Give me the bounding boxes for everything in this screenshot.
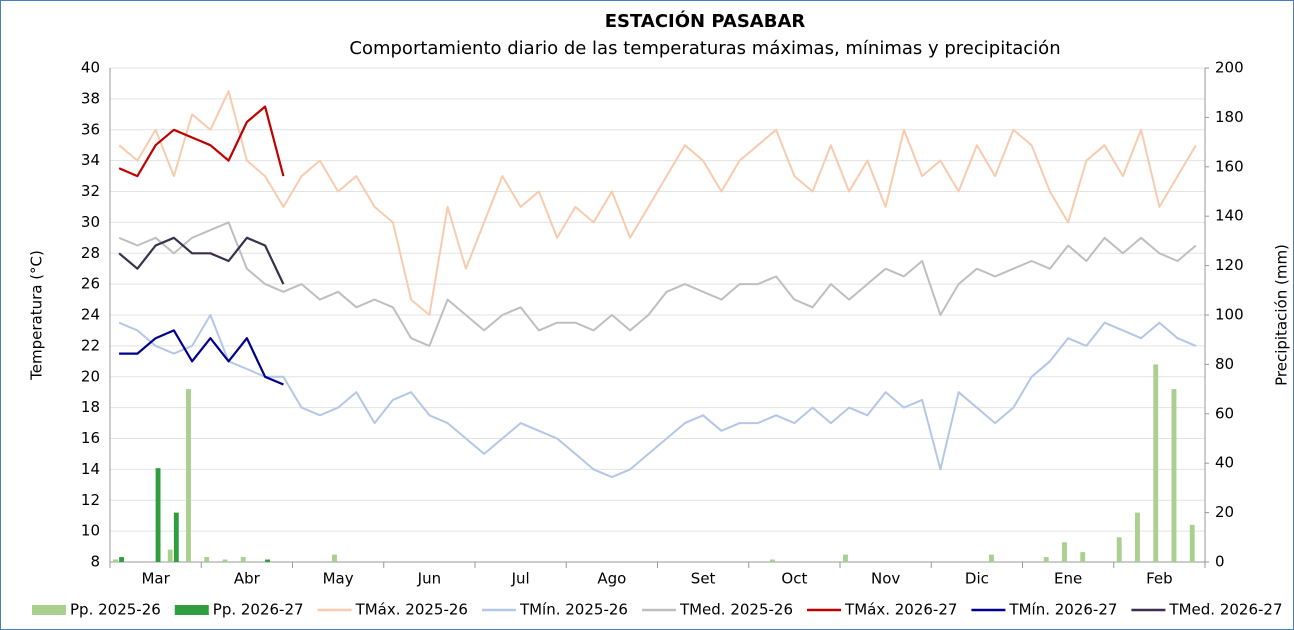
x-tick-label: Dic	[965, 570, 989, 588]
precip-bar	[843, 554, 848, 562]
temp-line	[119, 329, 284, 386]
precip-bar	[1189, 524, 1195, 562]
y-tick-label: 24	[81, 306, 100, 324]
precip-bar	[989, 554, 994, 562]
y-tick-label: 38	[81, 89, 100, 107]
legend-label: TMín. 2025-26	[519, 601, 628, 619]
y-tick-label: 8	[90, 553, 100, 571]
legend-label: TMáx. 2025-26	[355, 601, 468, 619]
y2-tick-label: 40	[1215, 454, 1234, 472]
precip-bar	[1135, 512, 1140, 562]
y2-tick-label: 60	[1215, 404, 1234, 422]
x-tick-label: Set	[691, 570, 716, 588]
x-tick-label: Jul	[511, 570, 530, 588]
legend-label: Pp. 2025-26	[70, 601, 161, 619]
precip-bar	[1080, 552, 1086, 562]
temp-line	[118, 314, 1197, 479]
chart-title: ESTACIÓN PASABAR	[605, 10, 806, 32]
y-tick-label: 16	[81, 429, 100, 447]
x-tick-label: Oct	[781, 570, 807, 588]
y2-tick-label: 0	[1215, 553, 1225, 571]
precip-bar	[204, 557, 210, 562]
y-tick-label: 30	[81, 213, 100, 231]
precip-bar	[770, 559, 775, 562]
y-tick-label: 40	[81, 59, 100, 77]
y-tick-label: 36	[81, 120, 100, 138]
precip-bar	[222, 559, 228, 562]
legend-label: Pp. 2026-27	[213, 601, 304, 619]
chart-subtitle: Comportamiento diario de las temperatura…	[349, 38, 1060, 59]
y2-tick-label: 120	[1215, 256, 1244, 274]
x-tick-label: Jun	[417, 570, 441, 588]
precip-bar	[1116, 537, 1122, 562]
y-tick-label: 10	[81, 522, 100, 540]
y-tick-label: 28	[81, 244, 100, 262]
y-tick-label: 20	[81, 367, 100, 385]
y-tick-label: 26	[81, 275, 100, 293]
precip-bar	[173, 512, 179, 562]
x-tick-label: Feb	[1146, 570, 1173, 588]
x-tick-label: Ene	[1054, 570, 1082, 588]
y2-tick-label: 200	[1215, 59, 1244, 77]
y2-tick-label: 180	[1215, 108, 1244, 126]
precip-bar	[113, 559, 118, 562]
legend-label: TMáx. 2026-27	[844, 601, 957, 619]
y-tick-label: 14	[81, 460, 100, 478]
y-axis-label: Temperatura (°C)	[28, 250, 46, 381]
precip-bar	[167, 549, 173, 562]
x-tick-label: Mar	[141, 570, 170, 588]
precip-bar	[1153, 364, 1159, 562]
temp-line	[118, 90, 1197, 316]
precip-bar	[186, 389, 191, 562]
y2-tick-label: 80	[1215, 355, 1234, 373]
y2-tick-label: 140	[1215, 207, 1244, 225]
precip-bar	[119, 557, 124, 562]
legend-swatch	[32, 605, 66, 615]
x-tick-label: May	[323, 570, 354, 588]
legend-label: TMed. 2025-26	[679, 601, 793, 619]
y2-tick-label: 20	[1215, 503, 1234, 521]
y2-tick-label: 100	[1215, 306, 1244, 324]
precip-bar	[1043, 557, 1049, 562]
legend-swatch	[174, 605, 209, 615]
precip-bar	[155, 468, 161, 562]
precip-bar	[1062, 542, 1067, 562]
precip-bar	[332, 554, 337, 562]
temp-line	[118, 221, 1197, 347]
legend-label: TMed. 2026-27	[1168, 601, 1282, 619]
y-tick-label: 32	[81, 182, 100, 200]
y-tick-label: 12	[81, 491, 100, 509]
legend-label: TMín. 2026-27	[1008, 601, 1117, 619]
temp-line	[118, 105, 285, 178]
x-tick-label: Abr	[234, 570, 261, 588]
y-tick-label: 22	[81, 336, 100, 354]
precip-bar	[1171, 389, 1177, 562]
precip-bar	[265, 559, 270, 562]
y-tick-label: 34	[81, 151, 100, 169]
x-tick-label: Nov	[871, 570, 900, 588]
precip-bar	[240, 557, 246, 562]
temp-line	[118, 236, 285, 285]
x-tick-label: Ago	[597, 570, 626, 588]
y2-tick-label: 160	[1215, 157, 1244, 175]
y2-axis-label: Precipitación (mm)	[1273, 244, 1291, 386]
y-tick-label: 18	[81, 398, 100, 416]
